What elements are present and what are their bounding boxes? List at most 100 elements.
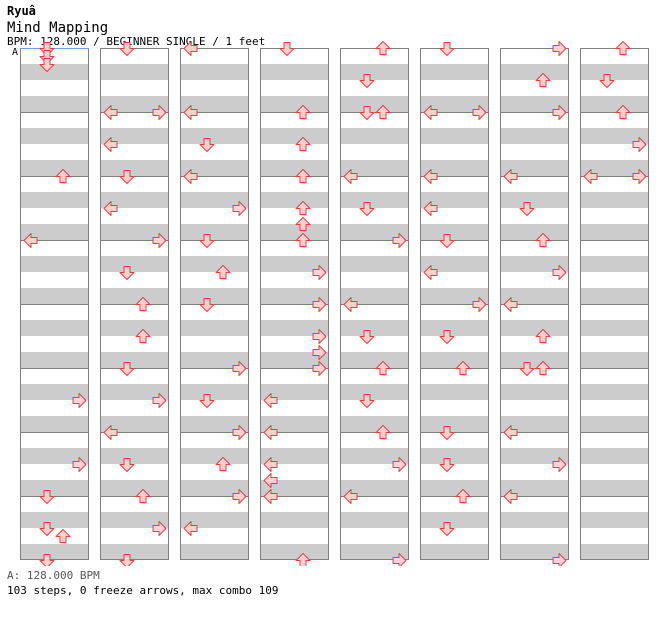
chart-column [20, 48, 89, 560]
step-arrow-left [23, 233, 38, 248]
bpm-marker-label: A [12, 47, 19, 58]
step-arrow-down [119, 458, 135, 472]
step-arrow-left [423, 201, 438, 216]
step-arrow-right [472, 105, 487, 120]
step-arrow-up [135, 329, 151, 343]
chart-stats: 103 steps, 0 freeze arrows, max combo 10… [7, 584, 279, 597]
step-arrow-right [552, 553, 567, 566]
step-arrow-left [503, 297, 518, 312]
step-arrow-up [295, 233, 311, 247]
step-arrow-right [312, 265, 327, 280]
step-arrow-left [503, 489, 518, 504]
step-arrow-right [392, 233, 407, 248]
step-arrow-up [535, 73, 551, 87]
step-arrow-left [183, 521, 198, 536]
step-arrow-right [312, 297, 327, 312]
step-arrow-up [295, 137, 311, 151]
step-arrow-right [72, 457, 87, 472]
step-arrow-right [632, 137, 647, 152]
step-arrow-right [312, 361, 327, 376]
step-arrow-up [535, 233, 551, 247]
step-arrow-down [199, 394, 215, 408]
step-arrow-down [359, 106, 375, 120]
step-arrow-down [119, 266, 135, 280]
song-artist: Ryuâ [7, 4, 36, 18]
step-arrow-right [472, 297, 487, 312]
step-arrow-down [279, 42, 295, 56]
step-arrow-down [439, 330, 455, 344]
step-arrow-down [439, 426, 455, 440]
step-arrow-up [295, 105, 311, 119]
step-arrow-down [119, 554, 135, 566]
step-arrow-up [615, 41, 631, 55]
step-arrow-left [343, 297, 358, 312]
step-arrow-down [119, 170, 135, 184]
step-arrow-left [343, 489, 358, 504]
step-arrow-left [103, 137, 118, 152]
step-arrow-right [392, 553, 407, 566]
step-arrow-up [455, 361, 471, 375]
step-arrow-up [295, 217, 311, 231]
step-arrow-left [103, 201, 118, 216]
step-arrow-down [199, 138, 215, 152]
step-arrow-down [439, 522, 455, 536]
step-arrow-left [583, 169, 598, 184]
step-arrow-right [312, 329, 327, 344]
song-title: Mind Mapping [7, 20, 109, 36]
step-arrow-left [503, 425, 518, 440]
step-arrow-down [39, 50, 55, 64]
step-arrow-up [55, 169, 71, 183]
step-arrow-up [215, 265, 231, 279]
step-arrow-up [375, 425, 391, 439]
step-arrow-down [199, 298, 215, 312]
step-arrow-left [423, 265, 438, 280]
step-arrow-up [535, 361, 551, 375]
step-arrow-up [375, 105, 391, 119]
step-arrow-up [135, 489, 151, 503]
step-arrow-left [183, 41, 198, 56]
step-arrow-down [119, 42, 135, 56]
step-arrow-left [423, 169, 438, 184]
chart-column [100, 48, 169, 560]
step-arrow-right [232, 489, 247, 504]
bpm-legend: A: 128.000 BPM [7, 569, 100, 582]
step-arrow-right [152, 393, 167, 408]
step-arrow-left [103, 105, 118, 120]
step-arrow-left [103, 425, 118, 440]
step-arrow-left [263, 473, 278, 488]
step-arrow-down [439, 458, 455, 472]
step-arrow-down [359, 330, 375, 344]
chart-column [580, 48, 649, 560]
step-arrow-right [552, 41, 567, 56]
step-arrow-right [312, 345, 327, 360]
step-arrow-up [615, 105, 631, 119]
step-arrow-right [232, 361, 247, 376]
step-arrow-right [152, 233, 167, 248]
step-arrow-right [392, 457, 407, 472]
step-arrow-down [359, 74, 375, 88]
step-arrow-up [535, 329, 551, 343]
step-arrow-down [39, 490, 55, 504]
step-arrow-right [552, 265, 567, 280]
step-arrow-right [632, 169, 647, 184]
chart-info: BPM: 128.000 / BEGINNER SINGLE / 1 feet [7, 35, 266, 48]
step-arrow-left [343, 169, 358, 184]
step-arrow-left [183, 169, 198, 184]
step-arrow-up [295, 553, 311, 566]
chart-column [180, 48, 249, 560]
step-arrow-down [39, 522, 55, 536]
step-arrow-up [215, 457, 231, 471]
step-arrow-right [72, 393, 87, 408]
step-arrow-left [183, 105, 198, 120]
step-arrow-left [263, 489, 278, 504]
step-arrow-down [359, 202, 375, 216]
step-arrow-up [455, 489, 471, 503]
step-arrow-left [503, 169, 518, 184]
step-arrow-down [199, 234, 215, 248]
step-arrow-right [232, 425, 247, 440]
step-arrow-up [55, 529, 71, 543]
step-arrow-right [152, 105, 167, 120]
step-arrow-right [552, 457, 567, 472]
step-arrow-left [423, 105, 438, 120]
step-arrow-left [263, 457, 278, 472]
